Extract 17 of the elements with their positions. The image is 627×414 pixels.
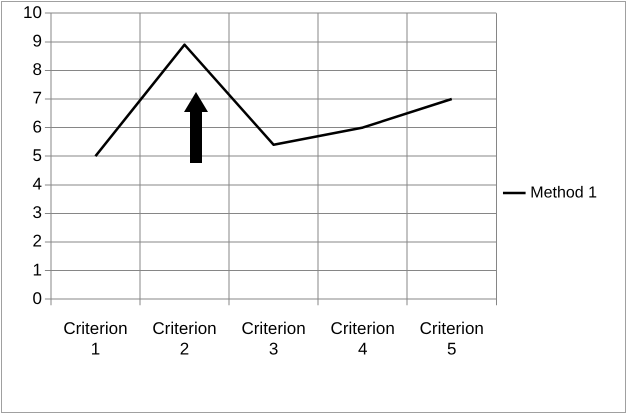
y-tick-label: 5 (32, 146, 42, 165)
y-tick-label: 0 (32, 288, 42, 308)
y-tick-label: 4 (32, 174, 42, 194)
x-tick-label: Criterion 2 (152, 319, 217, 358)
y-tick-label: 2 (32, 232, 42, 251)
x-tick-label: Criterion 3 (241, 319, 306, 358)
y-tick-label: 8 (32, 60, 42, 80)
y-tick-label: 7 (32, 88, 42, 108)
x-tick-label: Criterion 5 (420, 319, 484, 358)
x-tick-label: Criterion 4 (330, 319, 395, 358)
x-tick-label: Criterion 1 (63, 319, 128, 358)
y-tick-label: 6 (32, 117, 42, 136)
y-tick-label: 10 (22, 2, 42, 22)
legend-label: Method 1 (530, 184, 598, 202)
y-tick-label: 9 (32, 31, 42, 50)
y-tick-label: 1 (32, 260, 42, 280)
y-tick-label: 3 (32, 203, 42, 222)
